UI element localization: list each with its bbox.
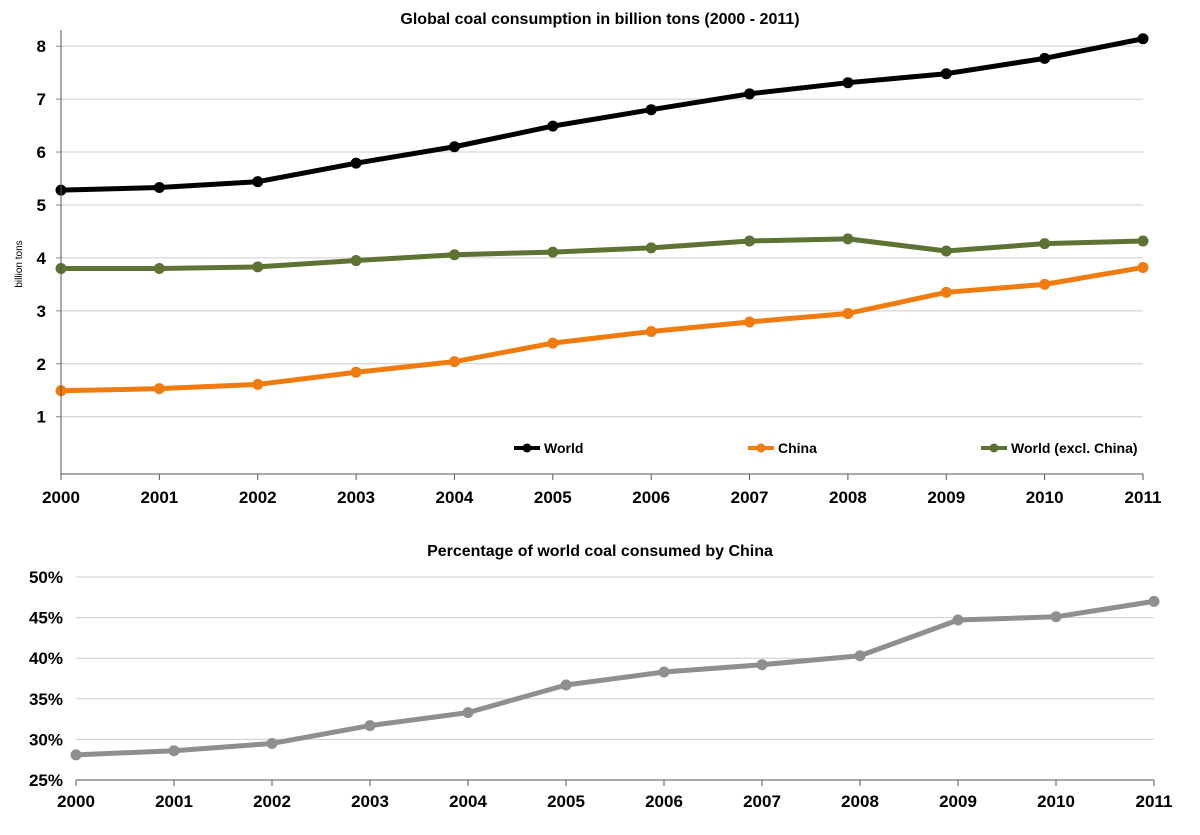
chart-2-data-point bbox=[462, 707, 474, 719]
chart-2-x-tick-label: 2001 bbox=[155, 792, 193, 811]
legend-label-1: China bbox=[778, 440, 817, 456]
chart-1-y-axis-label: billion tons bbox=[14, 240, 25, 287]
chart-1-data-point bbox=[940, 68, 952, 80]
chart-2-data-point bbox=[168, 745, 180, 757]
chart-2-x-tick-label: 2000 bbox=[57, 792, 95, 811]
chart-1-data-point bbox=[1137, 235, 1149, 247]
chart-1-x-tick-label: 2000 bbox=[42, 488, 80, 507]
legend-marker-2 bbox=[989, 443, 999, 453]
legend-label-0: World bbox=[544, 440, 583, 456]
legend-marker-1 bbox=[756, 443, 766, 453]
chart-2-x-tick-label: 2002 bbox=[253, 792, 291, 811]
chart-2-x-tick-label: 2010 bbox=[1037, 792, 1075, 811]
chart-2-y-tick-label: 40% bbox=[29, 649, 63, 668]
chart-1-data-point bbox=[350, 366, 362, 378]
chart-1-data-point bbox=[1039, 52, 1051, 64]
legend-label-2: World (excl. China) bbox=[1011, 440, 1138, 456]
chart-1-series-line-1 bbox=[58, 264, 1146, 394]
chart-2-x-tick-label: 2008 bbox=[841, 792, 879, 811]
chart-1-data-point bbox=[448, 249, 460, 261]
chart-2-x-tick-label: 2005 bbox=[547, 792, 585, 811]
chart-2-data-point bbox=[364, 720, 376, 732]
chart-2-y-tick-label: 35% bbox=[29, 690, 63, 709]
chart-1-data-point bbox=[645, 104, 657, 116]
chart-1-data-point bbox=[645, 325, 657, 337]
chart-1-x-tick-label: 2005 bbox=[534, 488, 572, 507]
chart-1-x-tick-label: 2010 bbox=[1026, 488, 1064, 507]
chart-1-data-point bbox=[153, 262, 165, 274]
chart-2-title: Percentage of world coal consumed by Chi… bbox=[427, 543, 773, 560]
chart-1-data-point bbox=[940, 286, 952, 298]
chart-1-data-point bbox=[252, 176, 264, 188]
chart-2-y-tick-label: 50% bbox=[29, 568, 63, 587]
chart-1-data-point bbox=[448, 356, 460, 368]
chart-2-plot: 25% 30% 35% 40% 45% 50% 2000 2001 2002 2003 2004 20… bbox=[29, 568, 1172, 811]
chart-1-x-tick-label: 2003 bbox=[337, 488, 375, 507]
chart-1-x-tick-label: 2002 bbox=[239, 488, 277, 507]
chart-2-data-point bbox=[756, 659, 768, 671]
chart-1-x-tick-label: 2008 bbox=[829, 488, 867, 507]
chart-1-x-tick-label: 2011 bbox=[1125, 488, 1162, 507]
chart-2-y-tick-label: 30% bbox=[29, 730, 63, 749]
chart-1-data-point bbox=[1039, 238, 1051, 250]
chart-1-data-point bbox=[153, 383, 165, 395]
chart-1-data-point bbox=[1137, 261, 1149, 273]
chart-1-data-point bbox=[940, 245, 952, 257]
chart-2-data-point bbox=[266, 737, 278, 749]
chart-1-data-point bbox=[1137, 33, 1149, 45]
chart-2-data-point bbox=[560, 679, 572, 691]
chart-1-data-point bbox=[744, 235, 756, 247]
chart-1-data-point bbox=[547, 337, 559, 349]
chart-1-y-tick-label: 7 bbox=[37, 90, 46, 109]
chart-1-y-tick-label: 5 bbox=[37, 196, 46, 215]
chart-1-data-point bbox=[252, 378, 264, 390]
chart-1-title: Global coal consumption in billion tons … bbox=[400, 11, 799, 28]
chart-1-series-line-0 bbox=[58, 36, 1146, 193]
chart-1-data-point bbox=[448, 141, 460, 153]
chart-1-data-point bbox=[744, 316, 756, 328]
chart-1-data-point bbox=[547, 120, 559, 132]
chart-1-y-tick-label: 1 bbox=[37, 408, 46, 427]
chart-1-data-point bbox=[1039, 278, 1051, 290]
chart-1-data-point bbox=[645, 242, 657, 254]
chart-1-data-point bbox=[842, 307, 854, 319]
chart-2-data-point bbox=[658, 666, 670, 678]
chart-1-x-tick-label: 2007 bbox=[731, 488, 769, 507]
chart-1-y-tick-label: 6 bbox=[37, 143, 46, 162]
chart-1-y-tick-label: 8 bbox=[37, 37, 46, 56]
chart-1-data-point bbox=[350, 157, 362, 169]
chart-1-data-point bbox=[350, 255, 362, 267]
chart-1-x-tick-label: 2001 bbox=[140, 488, 178, 507]
chart-2-x-tick-label: 2011 bbox=[1136, 792, 1173, 811]
chart-2-data-point bbox=[854, 650, 866, 662]
chart-2-data-point bbox=[1148, 595, 1160, 607]
chart-2-data-point bbox=[70, 749, 82, 761]
legend-marker-0 bbox=[522, 443, 532, 453]
chart-1-data-point bbox=[842, 77, 854, 89]
chart-1-data-point bbox=[842, 233, 854, 245]
chart-2-data-point bbox=[1050, 611, 1062, 623]
chart-2-y-tick-label: 25% bbox=[29, 771, 63, 790]
chart-2-x-tick-label: 2004 bbox=[449, 792, 487, 811]
chart-1-data-point bbox=[153, 182, 165, 194]
chart-1-x-tick-label: 2004 bbox=[436, 488, 474, 507]
chart-2-y-tick-label: 45% bbox=[29, 609, 63, 628]
chart-2-x-tick-label: 2003 bbox=[351, 792, 389, 811]
chart-1-x-tick-label: 2006 bbox=[632, 488, 670, 507]
chart-1-data-point bbox=[547, 246, 559, 258]
chart-1-plot: 1 2 3 4 5 6 7 8 2000 2001 2002 2003 2004 2005 2006 2007… bbox=[37, 30, 1162, 507]
chart-1-y-tick-label: 2 bbox=[37, 355, 46, 374]
chart-1-data-point bbox=[252, 261, 264, 273]
chart-2-x-tick-label: 2006 bbox=[645, 792, 683, 811]
chart-2-series-line-0 bbox=[73, 598, 1157, 758]
chart-2-x-tick-label: 2009 bbox=[939, 792, 977, 811]
chart-1-y-tick-label: 3 bbox=[37, 302, 46, 321]
chart-2-x-tick-label: 2007 bbox=[743, 792, 781, 811]
chart-1-data-point bbox=[744, 88, 756, 100]
chart-2-data-point bbox=[952, 614, 964, 626]
chart-1-x-tick-label: 2009 bbox=[927, 488, 965, 507]
chart-1-series-line-2 bbox=[58, 236, 1146, 271]
chart-1-y-tick-label: 4 bbox=[37, 249, 47, 268]
